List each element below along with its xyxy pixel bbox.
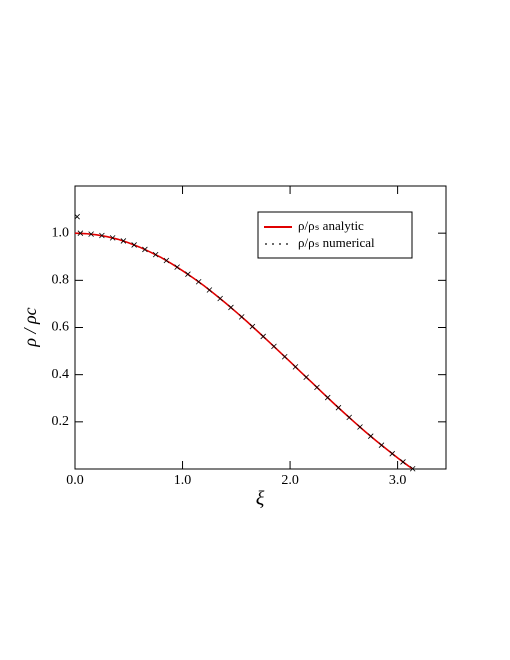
point-marker — [389, 450, 396, 457]
point-marker — [335, 404, 342, 411]
x-axis-label: ξ — [256, 488, 265, 510]
point-marker — [324, 394, 331, 401]
point-marker — [206, 287, 213, 293]
series-line — [74, 232, 414, 470]
x-tick-label: 0.0 — [66, 473, 84, 488]
point-marker — [281, 353, 288, 360]
point-marker — [142, 246, 148, 253]
point-marker — [131, 242, 137, 248]
x-tick-label: 2.0 — [281, 473, 299, 488]
point-marker — [249, 323, 256, 330]
y-tick-label: 0.2 — [52, 414, 70, 429]
point-marker — [409, 465, 416, 472]
point-marker — [238, 314, 245, 320]
point-marker — [303, 374, 309, 381]
point-marker — [195, 278, 202, 285]
point-marker — [88, 231, 94, 237]
point-marker — [292, 364, 299, 370]
point-marker — [163, 257, 170, 264]
point-marker — [120, 238, 127, 244]
point-marker — [74, 213, 80, 220]
point-marker — [367, 433, 374, 440]
point-marker — [378, 442, 385, 448]
point-marker — [152, 251, 159, 258]
point-marker — [99, 232, 105, 239]
legend-label: ρ/ρₛ analytic — [298, 218, 364, 233]
legend-swatch — [265, 243, 267, 245]
point-marker — [314, 384, 320, 391]
y-tick-label: 1.0 — [52, 225, 70, 240]
legend-label: ρ/ρₛ numerical — [298, 235, 375, 250]
y-axis-label: ρ / ρc — [20, 307, 40, 347]
point-marker — [346, 414, 352, 421]
point-marker — [357, 424, 363, 430]
x-tick-label: 3.0 — [389, 473, 407, 488]
point-marker — [260, 333, 266, 340]
legend-swatch — [286, 243, 288, 245]
point-marker — [271, 343, 277, 350]
point-marker — [217, 295, 223, 302]
legend-swatch — [272, 243, 274, 245]
y-tick-label: 0.4 — [52, 367, 70, 382]
point-marker — [228, 304, 234, 311]
y-tick-label: 0.8 — [52, 273, 70, 288]
legend-box — [257, 211, 413, 259]
point-marker — [185, 271, 191, 277]
point-marker — [109, 235, 116, 241]
point-marker — [77, 230, 84, 236]
point-marker — [174, 264, 180, 270]
point-marker — [400, 459, 406, 465]
y-tick-label: 0.6 — [52, 320, 70, 335]
x-tick-label: 1.0 — [174, 473, 192, 488]
legend-swatch — [279, 243, 281, 245]
